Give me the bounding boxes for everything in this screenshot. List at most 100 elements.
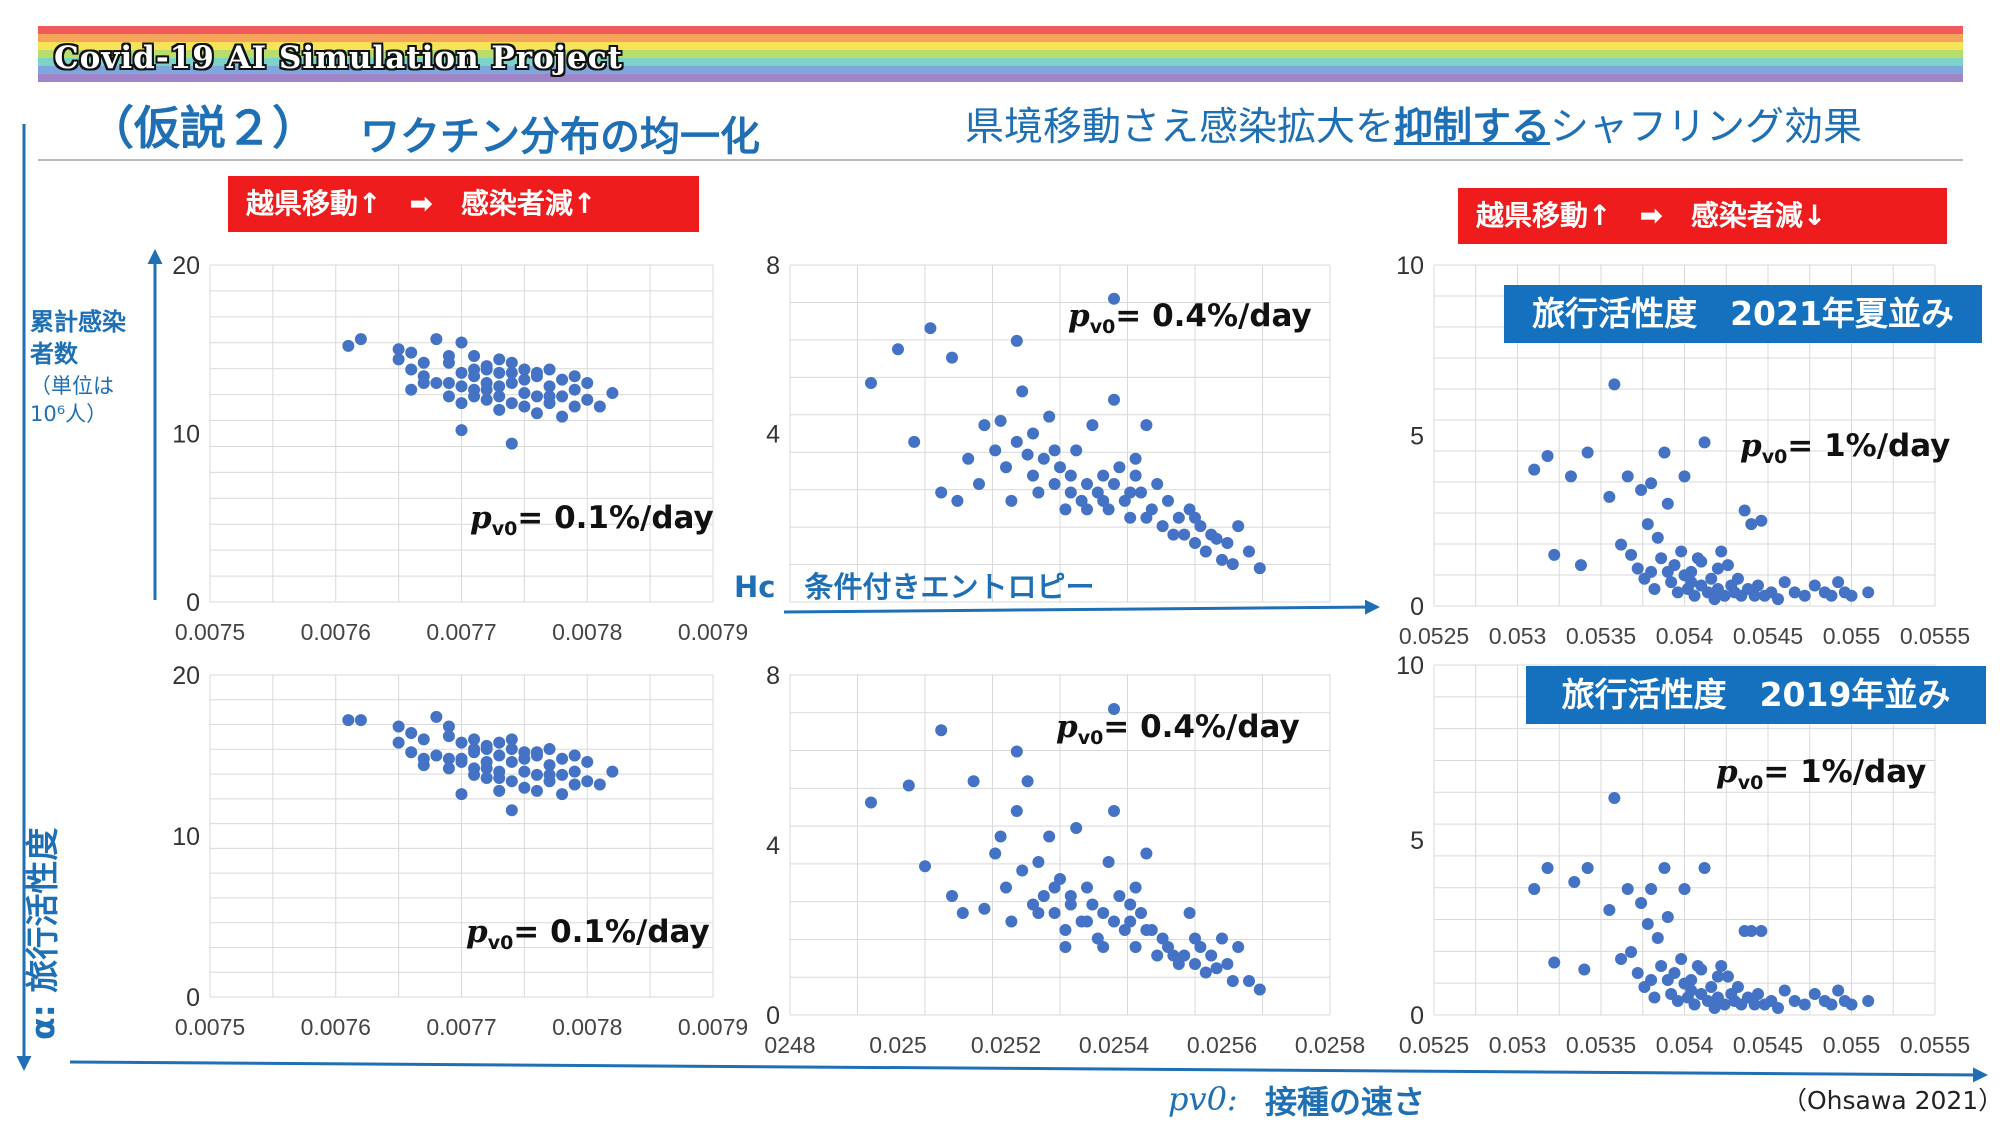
data-point (1140, 419, 1153, 432)
data-point (1608, 378, 1621, 391)
data-point (1048, 444, 1061, 457)
data-point (342, 714, 355, 727)
data-point (1772, 593, 1785, 606)
headline: 県境移動さえ感染拡大を抑制するシャフリング効果 (965, 96, 1862, 152)
data-point (1064, 898, 1077, 911)
y-tick-label: 20 (172, 662, 200, 690)
data-point (417, 376, 430, 389)
data-point (956, 907, 969, 919)
data-point (1021, 775, 1034, 788)
data-point (1108, 805, 1120, 817)
banner-stripe (38, 74, 1963, 82)
data-point (455, 380, 468, 393)
data-point (543, 743, 556, 756)
x-tick-label: 0.054 (1656, 623, 1714, 649)
headline-pre: 県境移動さえ感染拡大を (965, 105, 1395, 150)
data-point (493, 736, 506, 749)
data-point (1625, 946, 1638, 958)
data-point (951, 494, 964, 507)
data-point (468, 349, 481, 362)
x-tick-label: 0.053 (1489, 623, 1547, 649)
headline-emphasis: 抑制する (1394, 105, 1551, 150)
y-axis-unit-line1: （単位は (30, 374, 114, 398)
y-tick-label: 5 (1410, 423, 1424, 451)
data-point (1648, 991, 1661, 1004)
data-point (1825, 998, 1838, 1011)
y-tick-label: 4 (766, 832, 780, 860)
hc-entropy-label: Hc 条件付きエントロピー (734, 570, 1095, 604)
data-point (1010, 745, 1023, 758)
x-tick-label: 0.0525 (1399, 1032, 1469, 1058)
data-point (1129, 881, 1142, 894)
data-point (1010, 334, 1023, 347)
x-tick-label: 0.025 (869, 1032, 927, 1058)
y-tick-label: 5 (1410, 827, 1424, 855)
data-point (1641, 918, 1654, 930)
data-point (1156, 932, 1169, 945)
data-point (442, 752, 455, 765)
data-point (1059, 941, 1072, 953)
plot-d-value: = 0.1%/day (513, 914, 710, 950)
data-point (1711, 970, 1724, 983)
data-point (978, 902, 991, 915)
data-point (1070, 822, 1083, 834)
data-point (505, 755, 518, 768)
data-point (354, 333, 367, 346)
data-point (1648, 582, 1661, 595)
data-point (1113, 890, 1126, 902)
data-point (543, 380, 556, 393)
data-point (1862, 995, 1875, 1007)
data-point (1016, 385, 1029, 398)
data-point (405, 363, 418, 376)
data-point (568, 370, 581, 383)
plot-c-p: p (1740, 428, 1762, 464)
data-point (1081, 503, 1093, 516)
data-point (1708, 1002, 1721, 1014)
banner-stripe (38, 58, 1963, 66)
plot-f-rate-label: pv0= 1%/day (1716, 754, 1926, 794)
data-point (493, 353, 506, 366)
data-point (1625, 548, 1638, 561)
data-point (505, 743, 518, 756)
x-tick-label: 0.055 (1823, 1032, 1881, 1058)
data-point (1798, 998, 1811, 1011)
data-point (1059, 924, 1072, 936)
data-point (480, 383, 493, 396)
data-point (1705, 572, 1718, 585)
data-point (1205, 949, 1218, 962)
data-point (1048, 478, 1061, 491)
data-point (1751, 988, 1764, 1000)
data-point (1167, 528, 1180, 541)
data-point (442, 720, 455, 733)
data-point (1548, 956, 1561, 969)
data-point (1048, 881, 1061, 894)
data-point (1651, 531, 1664, 544)
data-point (1661, 974, 1674, 986)
data-point (1645, 974, 1658, 986)
data-point (1788, 995, 1801, 1007)
data-point (405, 746, 418, 759)
data-point (1615, 538, 1628, 551)
data-point (1032, 907, 1045, 919)
y-tick-label: 20 (172, 252, 200, 280)
data-point (1661, 497, 1674, 510)
plot-e-value: = 0.4%/day (1103, 709, 1300, 745)
pv0-symbol: pv0: (1168, 1080, 1238, 1118)
data-point (1675, 545, 1688, 558)
y-tick-label: 10 (1396, 252, 1424, 280)
data-point (468, 733, 481, 746)
data-point (1751, 579, 1764, 592)
data-point (1685, 984, 1698, 997)
data-point (908, 435, 921, 448)
data-point (1151, 478, 1164, 491)
data-point (1043, 830, 1056, 843)
data-point (1172, 511, 1185, 524)
data-point (1832, 576, 1845, 589)
data-point (568, 749, 581, 762)
data-point (1226, 558, 1239, 571)
data-point (935, 724, 948, 737)
data-point (505, 356, 518, 369)
data-point (518, 363, 531, 376)
data-point (530, 746, 543, 759)
